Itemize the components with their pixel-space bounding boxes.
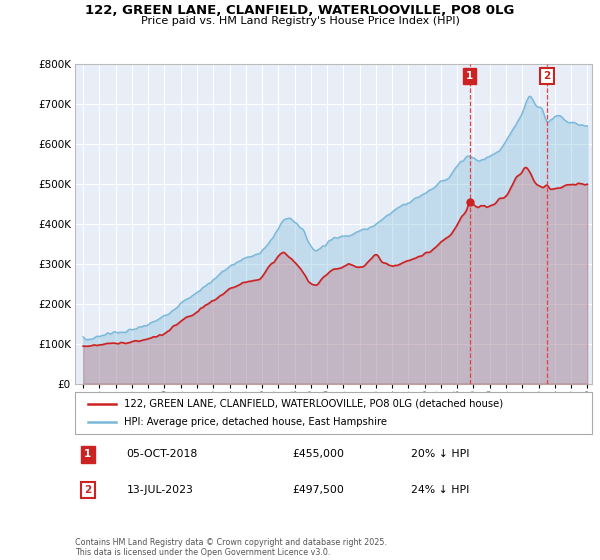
Text: 24% ↓ HPI: 24% ↓ HPI [411, 485, 470, 495]
Text: HPI: Average price, detached house, East Hampshire: HPI: Average price, detached house, East… [124, 417, 387, 427]
Text: 122, GREEN LANE, CLANFIELD, WATERLOOVILLE, PO8 0LG: 122, GREEN LANE, CLANFIELD, WATERLOOVILL… [85, 4, 515, 17]
Text: 05-OCT-2018: 05-OCT-2018 [127, 449, 198, 459]
Text: £497,500: £497,500 [292, 485, 344, 495]
Text: £455,000: £455,000 [292, 449, 344, 459]
Text: 13-JUL-2023: 13-JUL-2023 [127, 485, 194, 495]
Text: Price paid vs. HM Land Registry's House Price Index (HPI): Price paid vs. HM Land Registry's House … [140, 16, 460, 26]
Text: 2: 2 [544, 71, 551, 81]
Text: 2: 2 [85, 485, 92, 495]
Text: 1: 1 [466, 71, 473, 81]
Text: Contains HM Land Registry data © Crown copyright and database right 2025.
This d: Contains HM Land Registry data © Crown c… [75, 538, 387, 557]
FancyBboxPatch shape [75, 392, 592, 434]
Text: 122, GREEN LANE, CLANFIELD, WATERLOOVILLE, PO8 0LG (detached house): 122, GREEN LANE, CLANFIELD, WATERLOOVILL… [124, 399, 503, 409]
Text: 20% ↓ HPI: 20% ↓ HPI [411, 449, 470, 459]
Text: 1: 1 [85, 449, 92, 459]
